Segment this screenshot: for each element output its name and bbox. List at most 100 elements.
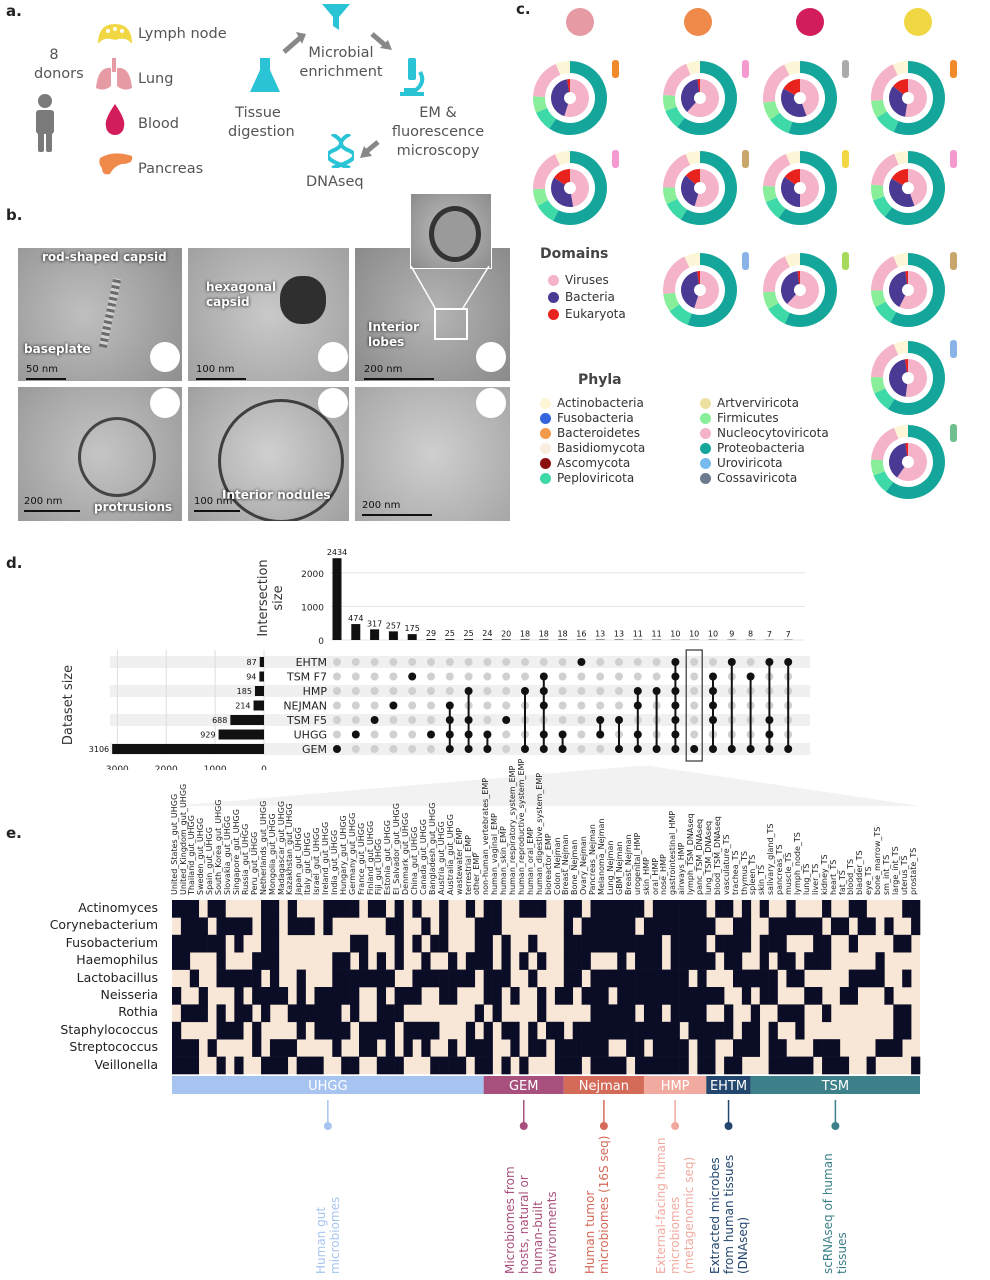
heatmap-cell (902, 934, 912, 953)
tissue-label-1: Lung (138, 71, 174, 87)
heatmap-cell (528, 1021, 538, 1040)
heatmap-cell (875, 952, 885, 970)
heatmap-cell (296, 1021, 306, 1040)
heatmap-cell (893, 1004, 903, 1023)
heatmap-cell (599, 1056, 609, 1075)
heatmap-cell (608, 1004, 618, 1023)
heatmap-cell (670, 969, 680, 988)
heatmap-cell (172, 1039, 182, 1057)
heatmap-cell (839, 917, 850, 936)
heatmap-cell (830, 1039, 841, 1057)
heatmap-cell (786, 917, 796, 936)
heatmap-cell (216, 1004, 226, 1023)
heatmap-cell (599, 1021, 609, 1040)
heatmap-cell (350, 934, 360, 953)
zoom-box (434, 308, 468, 340)
heatmap-cell (172, 1056, 182, 1075)
panel-d-letter: d. (6, 554, 23, 572)
heatmap-cell (813, 1039, 823, 1057)
heatmap-cell (180, 1039, 191, 1057)
heatmap-cell (617, 987, 627, 1005)
matrix-column-12 (558, 658, 567, 753)
intersection-value-13: 16 (576, 629, 586, 638)
heatmap-cell (697, 969, 707, 988)
heatmap-cell (724, 900, 734, 918)
heatmap-cell (902, 1021, 912, 1040)
heatmap-cell (332, 900, 342, 918)
heatmap-cell (777, 1056, 787, 1075)
heatmap-row-label-0: Actinomyces (78, 900, 158, 915)
heatmap-cell (804, 987, 814, 1005)
heatmap-cell (822, 952, 832, 970)
heatmap-cell (813, 934, 823, 953)
intersection-value-6: 25 (445, 629, 455, 638)
heatmap-cell (706, 987, 716, 1005)
heatmap-cell (269, 969, 280, 988)
heatmap-cell (652, 900, 663, 918)
heatmap-cell (795, 1056, 805, 1075)
heatmap-column-label-11: Mongolia_gut_UHGG (267, 813, 277, 895)
set-label-2: HMP (303, 685, 328, 698)
viruses-swatch (548, 275, 559, 286)
heatmap-cell (234, 1021, 244, 1040)
heatmap-cell (367, 1039, 378, 1057)
heatmap-column-label-59: panc_TSM_DNAseq (695, 818, 705, 895)
heatmap-cell (697, 987, 707, 1005)
scalebar-label-5: 100 nm (194, 496, 233, 507)
heatmap-cell (697, 1056, 707, 1075)
heatmap-cell (528, 934, 538, 953)
heatmap-cell (670, 1056, 680, 1075)
matrix-column-20 (709, 658, 717, 753)
heatmap-cell (813, 952, 823, 970)
heatmap-row-label-8: Streptococcus (69, 1039, 158, 1055)
phylum-swatch (700, 397, 711, 409)
heatmap-cell (394, 987, 404, 1005)
heatmap: UHGG GEM Nejman HMP EHTM TSM (172, 900, 921, 1094)
matrix-column-11 (539, 658, 548, 753)
tissue-label-0: Lymph node (138, 26, 227, 42)
annotation-dot-4 (724, 1122, 733, 1130)
heatmap-cell (688, 917, 698, 936)
heatmap-cell (465, 1021, 476, 1040)
heatmap-cell (848, 969, 858, 988)
heatmap-cell (403, 987, 413, 1005)
heatmap-cell (492, 917, 502, 936)
domains-title: Domains (540, 246, 609, 262)
heatmap-cell (261, 1004, 271, 1023)
heatmap-cell (412, 1021, 422, 1040)
heatmap-cell (679, 917, 689, 936)
heatmap-cell (483, 952, 493, 970)
domain-item-bacteria: Bacteria (548, 289, 626, 306)
group-label-nejman: Nejman (579, 1079, 629, 1094)
heatmap-column-label-42: bioreactor_EMP (543, 833, 553, 895)
heatmap-cell (465, 900, 476, 918)
heatmap-cell (225, 1021, 235, 1040)
heatmap-cell (857, 969, 867, 988)
heatmap-cell (786, 952, 796, 970)
heatmap-cell (563, 1039, 574, 1057)
heatmap-cell (456, 1056, 467, 1075)
heatmap-cell (599, 917, 609, 936)
upset-ytick-0: 0 (318, 637, 324, 647)
phylum-swatch (540, 457, 551, 469)
heatmap-cell (581, 917, 591, 936)
heatmap-cell (243, 969, 253, 988)
donor-person-icon-8 (742, 252, 749, 270)
heatmap-cell (697, 1021, 707, 1040)
heatmap-cell (483, 987, 493, 1005)
donor-person-icon-12 (950, 424, 957, 442)
heatmap-cell (412, 900, 422, 918)
hexagonal-capsid-shape (280, 276, 326, 324)
heatmap-cell (572, 969, 582, 988)
phylum-swatch (540, 472, 551, 484)
donor-person-icon-11 (950, 340, 957, 358)
em-label-interior-lobes: Interior lobes (368, 320, 420, 349)
heatmap-row-label-6: Rothia (118, 1004, 158, 1020)
phylum-swatch (700, 442, 711, 454)
heatmap-cell (750, 969, 761, 988)
phylum-swatch (540, 412, 551, 424)
dataset-bar-0 (259, 657, 264, 667)
heatmap-row-label-4: Lactobacillus (76, 969, 158, 985)
heatmap-cell (350, 1056, 360, 1075)
heatmap-cell (367, 900, 378, 918)
